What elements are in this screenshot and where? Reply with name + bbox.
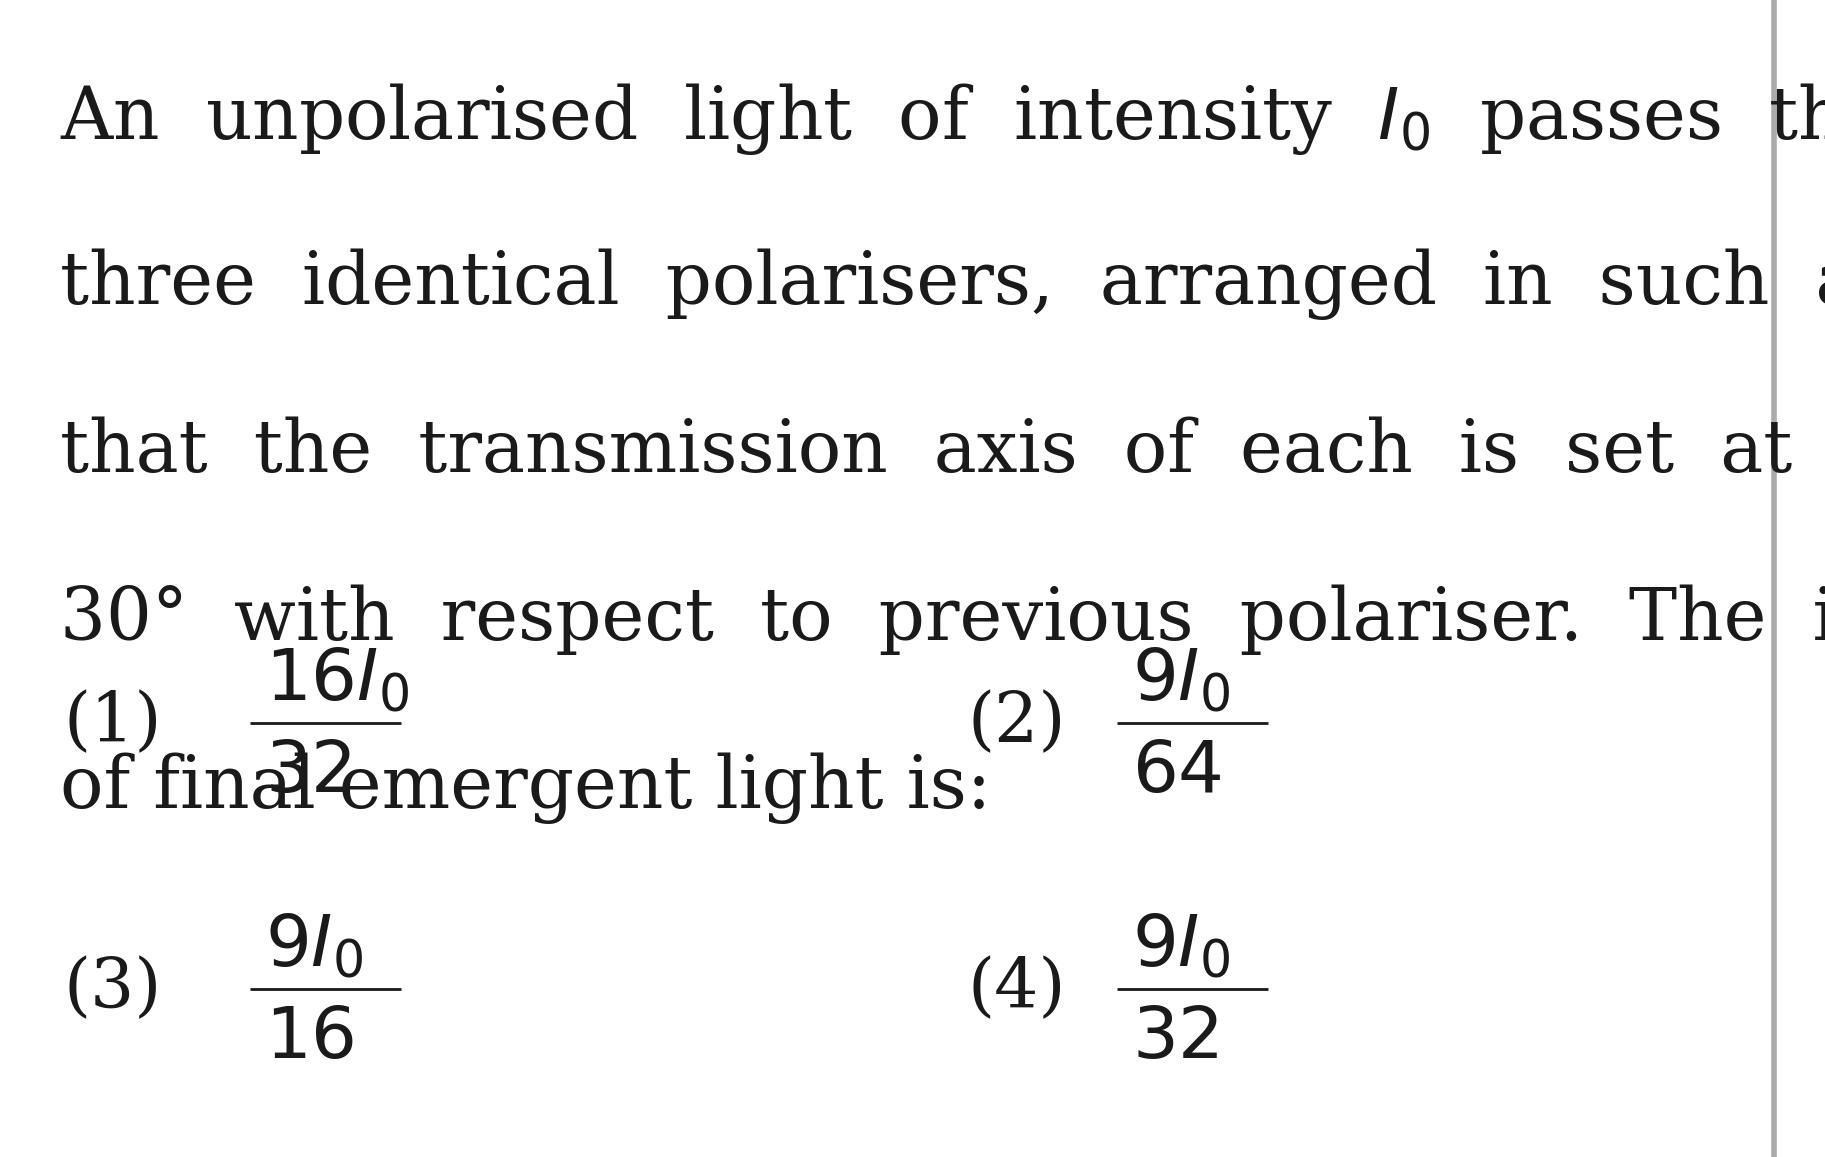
Text: An  unpolarised  light  of  intensity  $I_0$  passes  through: An unpolarised light of intensity $I_0$ …: [60, 81, 1825, 157]
Text: $32$: $32$: [265, 737, 352, 806]
Text: $9I_0$: $9I_0$: [265, 911, 363, 980]
Text: three  identical  polarisers,  arranged  in  such  a  manner: three identical polarisers, arranged in …: [60, 249, 1825, 320]
Text: of final emergent light is:: of final emergent light is:: [60, 752, 991, 824]
Text: (3): (3): [64, 956, 162, 1023]
Text: $16I_0$: $16I_0$: [265, 644, 409, 714]
Text: (4): (4): [967, 956, 1066, 1023]
Text: that  the  transmission  axis  of  each  is  set  at  an  angle  of: that the transmission axis of each is se…: [60, 417, 1825, 488]
Text: (2): (2): [967, 690, 1066, 757]
Text: $64$: $64$: [1132, 737, 1221, 806]
Text: 30°  with  respect  to  previous  polariser.  The  intensity: 30° with respect to previous polariser. …: [60, 584, 1825, 656]
Text: $9I_0$: $9I_0$: [1132, 644, 1230, 714]
Text: $32$: $32$: [1132, 1003, 1219, 1073]
Text: $16$: $16$: [265, 1003, 354, 1073]
Text: $9I_0$: $9I_0$: [1132, 911, 1230, 980]
Text: (1): (1): [64, 690, 162, 757]
